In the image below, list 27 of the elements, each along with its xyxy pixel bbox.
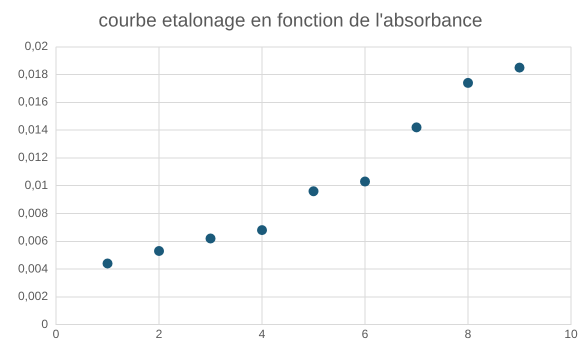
x-tick-label: 10 (564, 327, 578, 342)
y-tick-label: 0,02 (24, 39, 48, 54)
y-tick-label: 0,01 (24, 178, 48, 192)
point (360, 176, 370, 187)
point (257, 225, 268, 236)
chart-title: courbe etalonage en fonction de l'absorbance (98, 10, 482, 32)
point (514, 62, 525, 73)
x-tick-label: 8 (464, 327, 472, 342)
x-tick-label: 2 (156, 327, 163, 342)
x-tick-label: 0 (52, 327, 60, 342)
y-tick-label: 0,004 (18, 261, 48, 276)
point (154, 246, 164, 256)
point (206, 233, 216, 244)
y-tick-label: 0,002 (18, 289, 48, 304)
point (412, 122, 422, 132)
y-tick-label: 0,006 (18, 234, 48, 248)
y-tick-label: 0,016 (18, 94, 48, 109)
point (463, 78, 474, 88)
point (102, 258, 113, 268)
x-tick-label: 4 (258, 327, 266, 342)
point (308, 186, 319, 196)
y-tick-label: 0 (41, 316, 48, 331)
x-tick-label: 6 (362, 327, 369, 342)
y-tick-label: 0,012 (18, 150, 48, 164)
y-tick-label: 0,008 (18, 206, 48, 220)
y-tick-label: 0,018 (18, 66, 48, 81)
y-tick-label: 0,014 (18, 122, 48, 136)
